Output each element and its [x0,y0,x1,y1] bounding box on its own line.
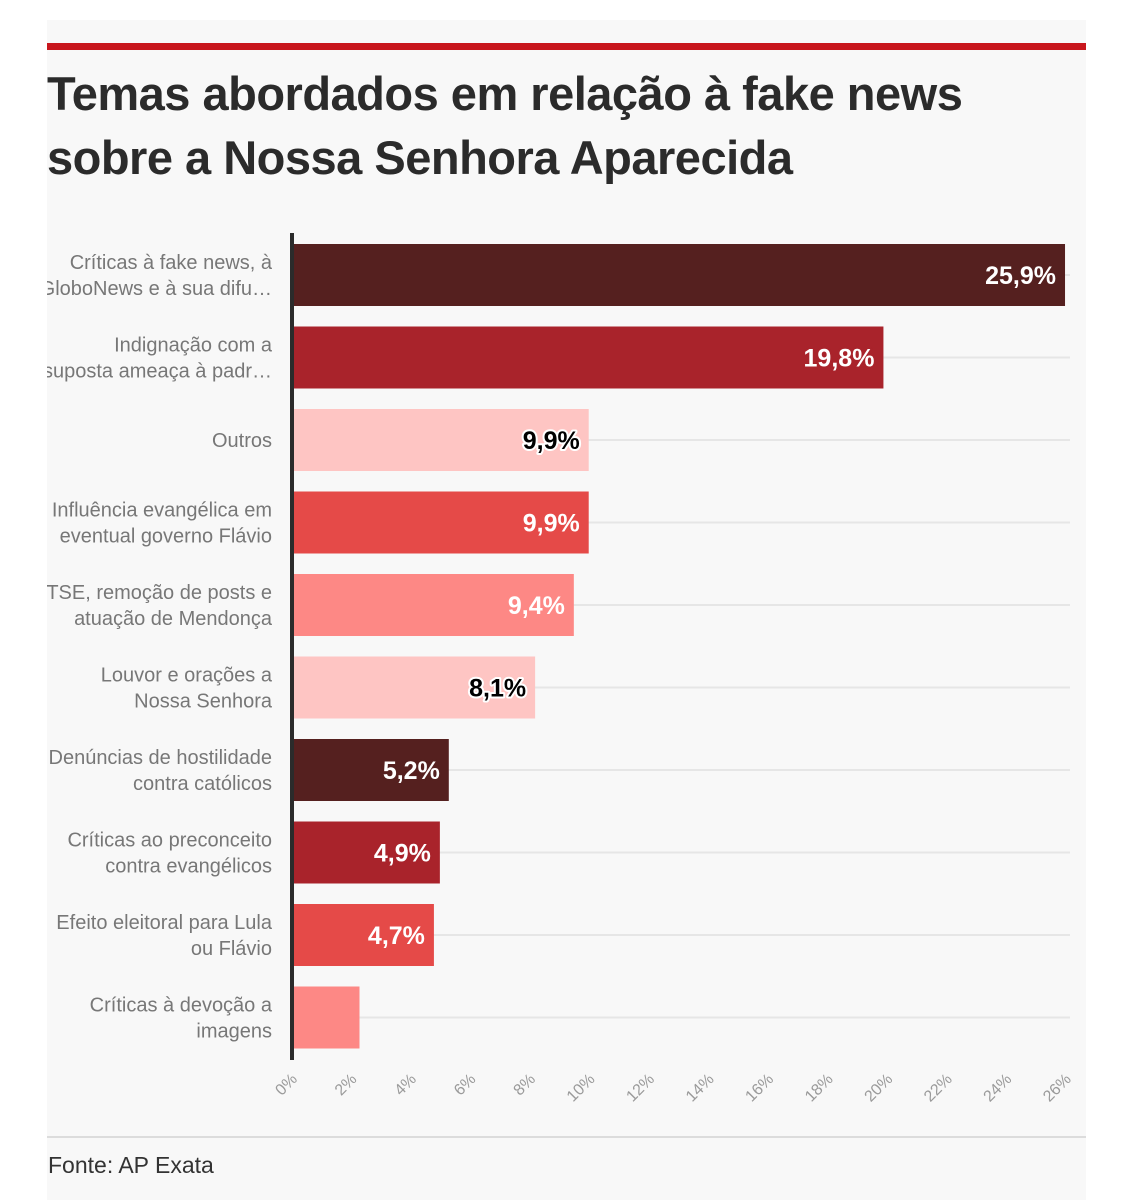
chart-title: Temas abordados em relação à fake news s… [47,67,963,184]
x-tick-label: 10% [564,1071,599,1106]
bar [294,244,1066,306]
category-label: Efeito eleitoral para Lula ou Flávio [56,912,273,960]
value-label: 4,9% [374,840,431,868]
bar [294,739,449,801]
x-axis-ticks: 0% 2% 4% 6% 8% 10% 12% 14% 16% 18% 20% 22% 24% 26% [272,1071,1074,1106]
x-tick-label: 12% [623,1071,658,1106]
value-labels: 25,9% 19,8% 9,9% 9,9% 9,4% 8,1% 5,2% 4,9% 4,7% [366,260,1058,952]
value-label: 4,7% [368,922,425,950]
value-label: 5,2% [383,757,440,785]
x-tick-label: 14% [683,1071,718,1106]
category-labels: Críticas à fake news, à GloboNews e à sua… [40,252,273,1043]
value-label: 9,9% [523,427,580,455]
value-label: 19,8% [804,345,875,373]
category-label: Críticas ao preconceito contra evangélico… [67,830,272,878]
bar [294,409,589,471]
x-tick-label: 18% [802,1071,837,1106]
category-label: TSE, remoção de posts e atuação de Mendon… [46,582,273,630]
bar [294,491,589,554]
category-label: Críticas à devoção a imagens [90,995,273,1043]
x-tick-label: 20% [862,1071,897,1106]
bar [294,986,360,1049]
x-tick-label: 2% [332,1071,360,1099]
bars [294,244,1066,1049]
value-label: 25,9% [985,262,1056,290]
category-label: Influência evangélica em eventual governo… [52,500,272,548]
source-note: Fonte: AP Exata [48,1152,214,1178]
bar [294,326,884,389]
bar [294,574,574,636]
category-label: Louvor e orações a Nossa Senhora [101,665,273,713]
x-tick-label: 16% [742,1071,777,1106]
x-tick-label: 4% [392,1071,420,1099]
x-tick-label: 0% [272,1071,300,1099]
bar [294,904,434,966]
category-label: Críticas à fake news, à GloboNews e à sua… [40,252,273,300]
x-tick-label: 26% [1040,1071,1075,1106]
x-tick-label: 8% [511,1071,539,1099]
value-label: 8,1% [469,675,526,703]
bar-chart: Críticas à fake news, à GloboNews e à sua… [40,233,1075,1106]
value-label: 9,4% [508,592,565,620]
footer-divider [47,1136,1086,1138]
x-tick-label: 24% [981,1071,1016,1106]
category-label: Denúncias de hostilidade contra católicos [49,747,273,795]
accent-bar [47,43,1086,50]
category-label: Outros [212,430,272,452]
x-tick-label: 6% [451,1071,479,1099]
bar [294,656,536,719]
x-tick-label: 22% [921,1071,956,1106]
category-label: Indignação com a suposta ameaça à padr… [43,335,273,383]
value-label: 9,9% [523,510,580,538]
bar [294,821,440,884]
